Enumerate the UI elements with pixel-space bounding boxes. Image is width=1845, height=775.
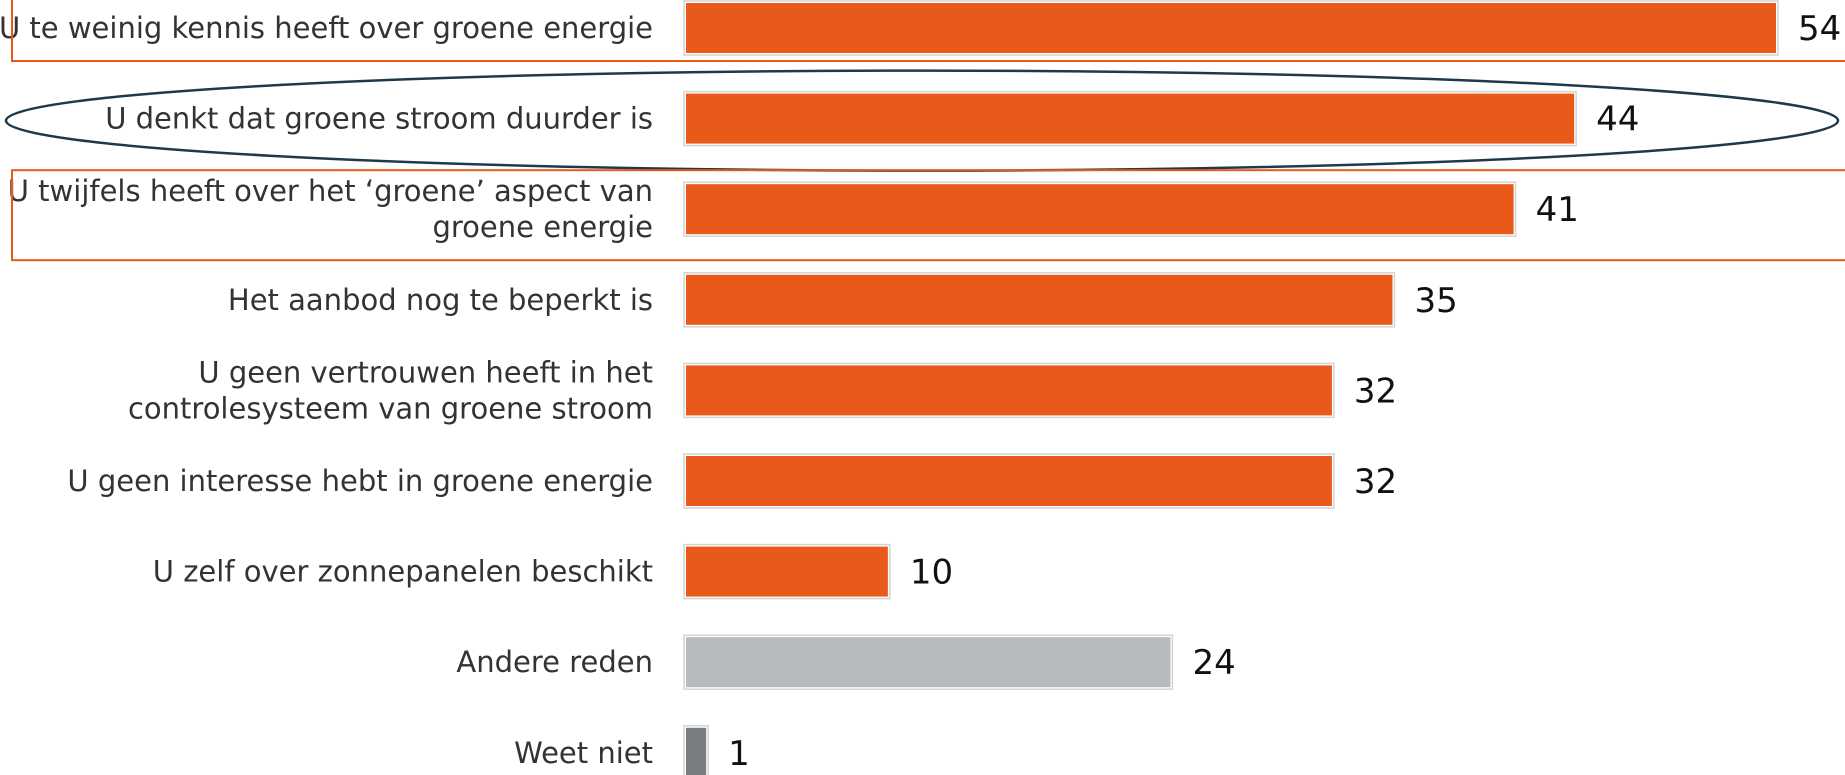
category-label-5-line-2: controlesysteem van groene stroom bbox=[128, 391, 653, 425]
bar-5 bbox=[686, 365, 1332, 416]
bar-1 bbox=[686, 3, 1776, 53]
category-label-8: Andere reden bbox=[456, 645, 653, 679]
category-label-4: Het aanbod nog te beperkt is bbox=[228, 283, 653, 317]
category-label-3-line-1: U twijfels heeft over het ‘groene’ aspec… bbox=[8, 174, 653, 208]
bar-3 bbox=[686, 184, 1514, 235]
category-label-9: Weet niet bbox=[514, 736, 653, 770]
value-label-4: 35 bbox=[1414, 281, 1457, 321]
category-label-5-line-1: U geen vertrouwen heeft in het bbox=[198, 355, 653, 389]
category-label-6: U geen interesse hebt in groene energie bbox=[67, 464, 653, 498]
category-label-7: U zelf over zonnepanelen beschikt bbox=[153, 555, 653, 589]
value-label-2: 44 bbox=[1596, 100, 1639, 140]
value-label-7: 10 bbox=[910, 553, 953, 593]
category-label-3-line-2: groene energie bbox=[432, 210, 653, 244]
highlight-box-1 bbox=[11, 0, 1845, 62]
value-label-3: 41 bbox=[1536, 190, 1579, 230]
highlight-box-3 bbox=[11, 169, 1845, 262]
value-label-6: 32 bbox=[1354, 462, 1397, 502]
bar-9 bbox=[686, 727, 707, 775]
bar-7 bbox=[686, 546, 888, 597]
value-label-1: 54 bbox=[1798, 9, 1841, 49]
bar-2 bbox=[686, 93, 1575, 144]
value-label-8: 24 bbox=[1192, 643, 1235, 683]
bar-6 bbox=[686, 456, 1332, 506]
value-label-5: 32 bbox=[1354, 371, 1397, 411]
bar-8 bbox=[686, 637, 1171, 688]
category-label-2: U denkt dat groene stroom duurder is bbox=[105, 102, 653, 136]
value-label-9: 1 bbox=[728, 734, 750, 774]
category-label-1: U te weinig kennis heeft over groene ene… bbox=[0, 11, 653, 45]
bar-4 bbox=[686, 274, 1393, 325]
